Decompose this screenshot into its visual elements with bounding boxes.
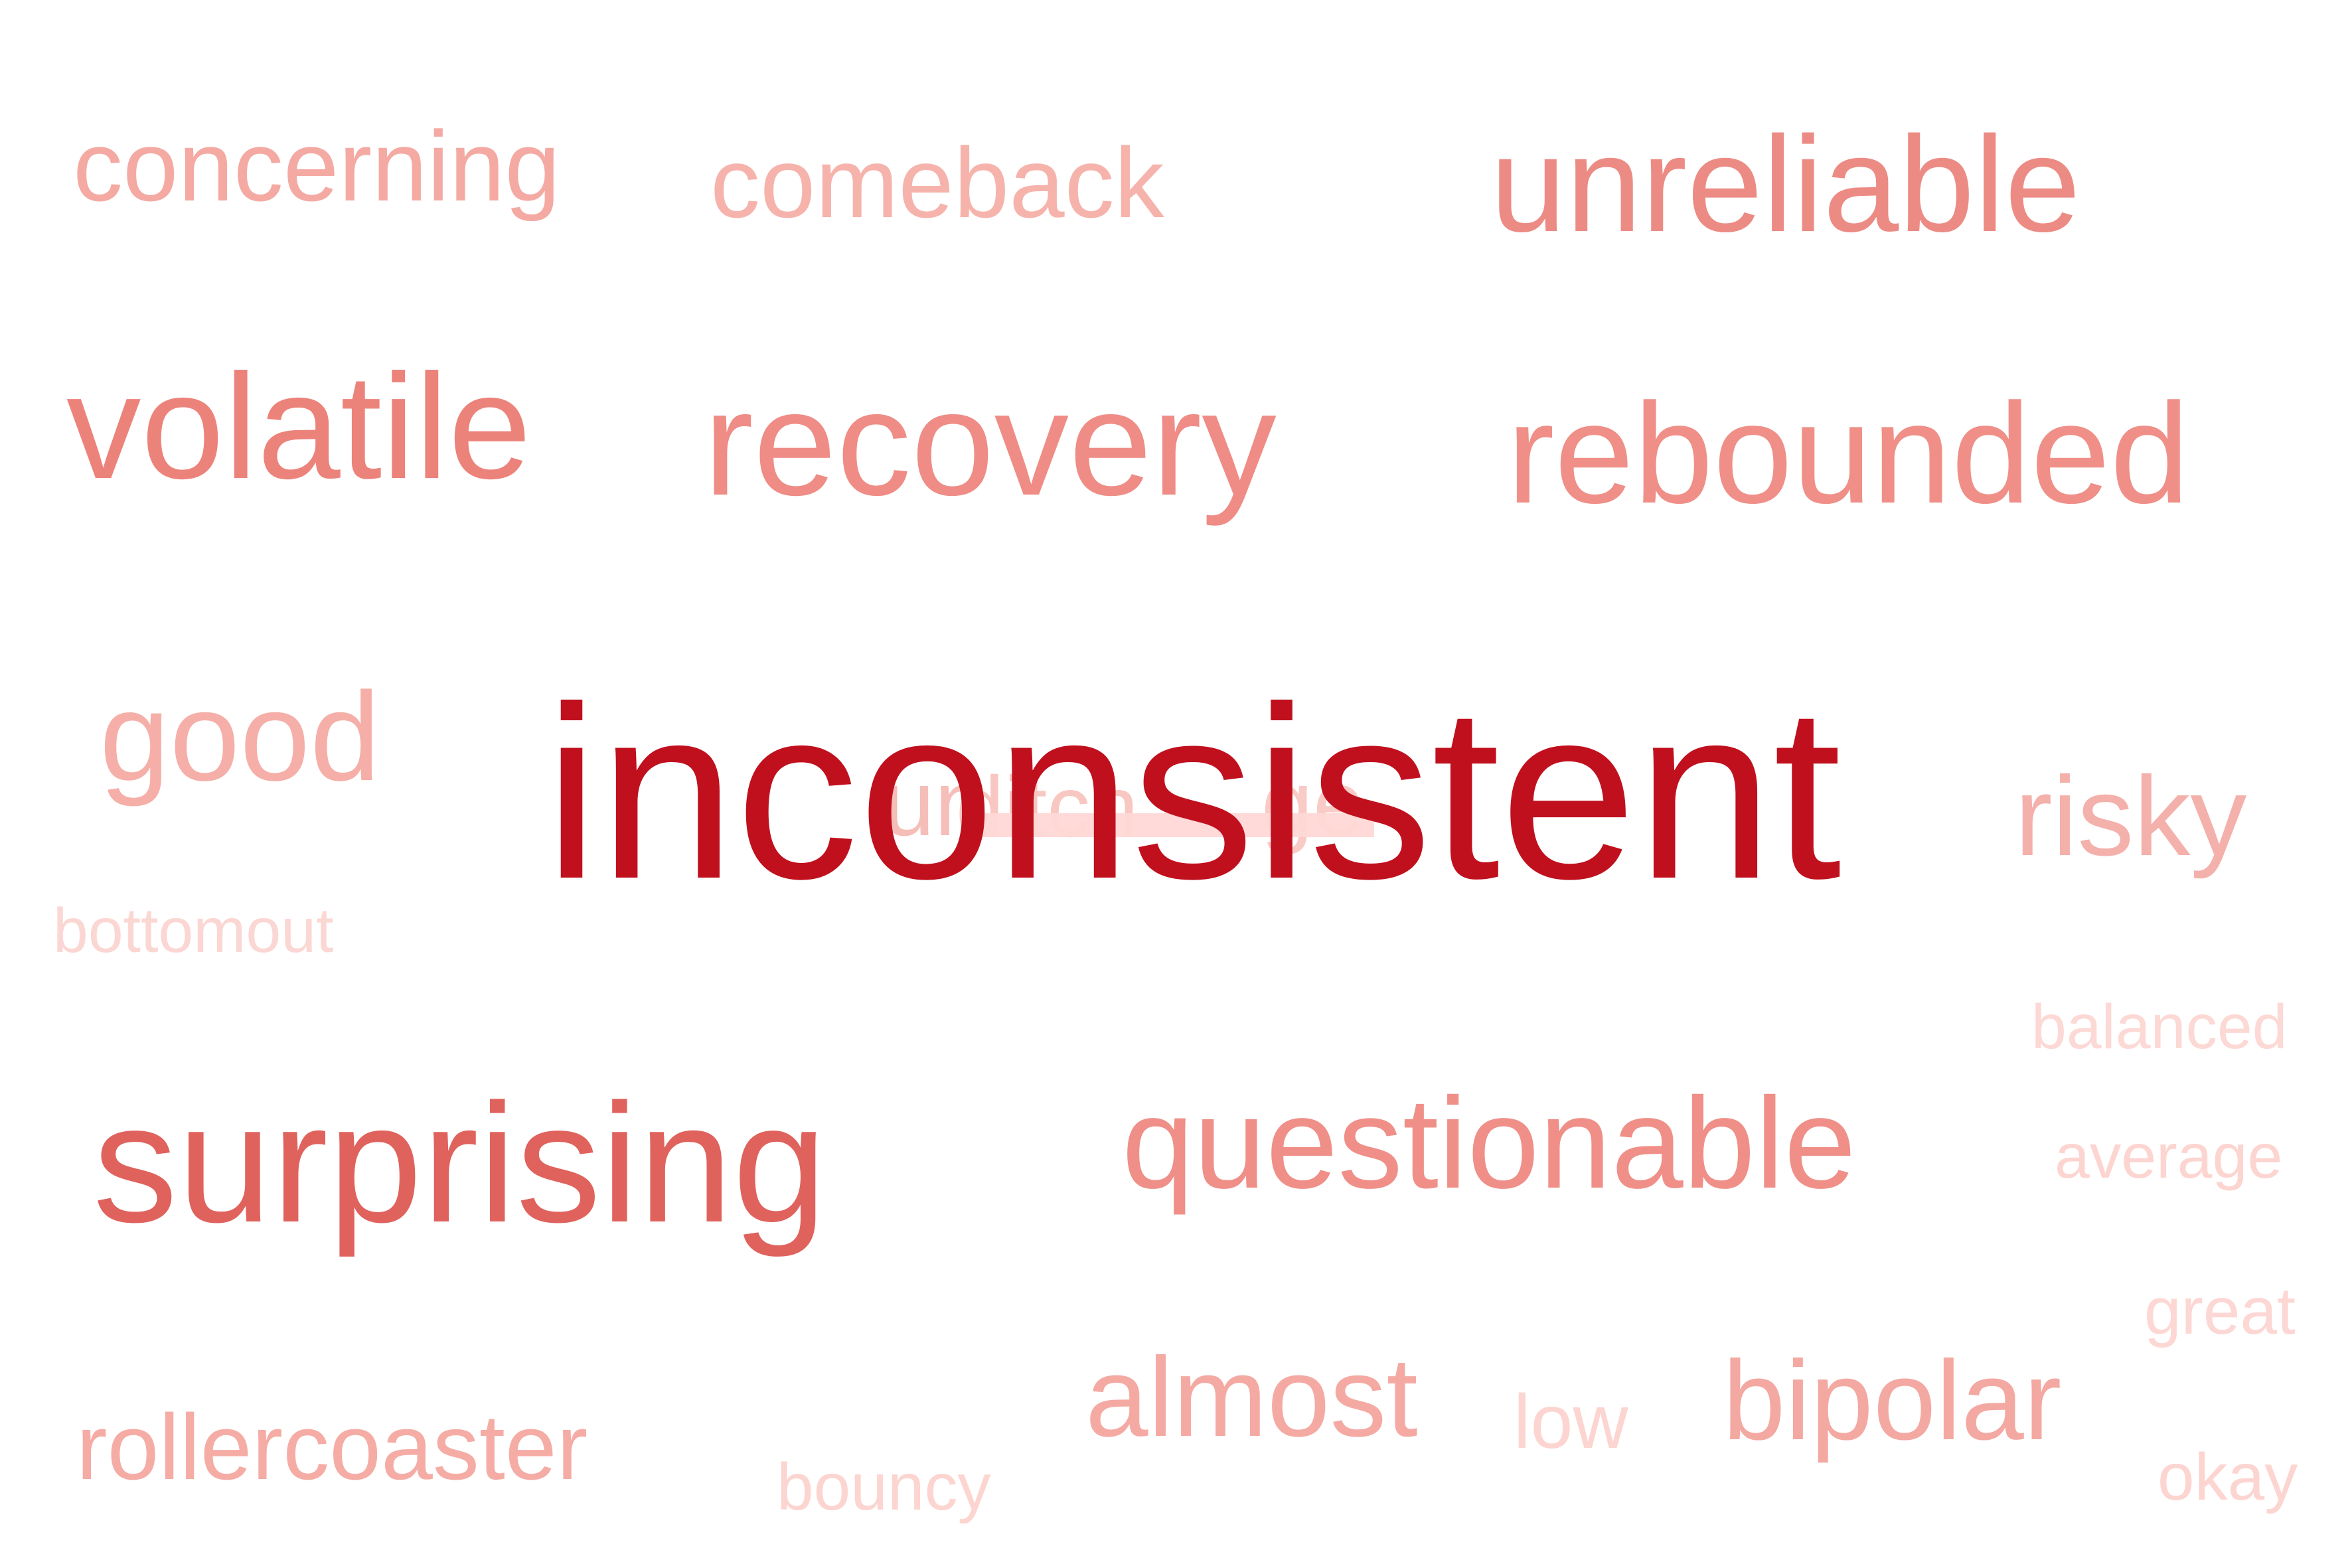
word-bottomout: bottomout [53, 896, 334, 966]
word-risky: risky [2015, 753, 2247, 880]
word-bouncy: bouncy [777, 1450, 991, 1524]
word-average: average [2055, 1121, 2283, 1192]
word-surprising: surprising [93, 1069, 827, 1258]
word-inconsistent: inconsistent [544, 656, 1842, 930]
word-great: great [2144, 1274, 2296, 1348]
word-bipolar: bipolar [1723, 1338, 2062, 1464]
word-comeback: comeback [710, 127, 1164, 238]
word-volatile: volatile [66, 343, 532, 510]
word-questionable: questionable [1122, 1071, 1856, 1215]
word-unreliable: unreliable [1490, 108, 2080, 260]
word-concerning: concerning [73, 110, 560, 222]
word-okay: okay [2157, 1440, 2298, 1514]
word-almost: almost [1085, 1334, 1418, 1460]
word-recovery: recovery [704, 359, 1277, 526]
word-rollercoaster: rollercoaster [76, 1395, 588, 1499]
word-rebounded: rebounded [1507, 373, 2190, 533]
overlapping-word-blur: ▬▬▬▬▬ [976, 765, 1374, 854]
overlapping-word-blur: un [883, 751, 986, 855]
word-balanced: balanced [2031, 992, 2288, 1062]
word-low: low [1514, 1379, 1628, 1464]
word-good: good [100, 666, 380, 807]
overlapping-word-blur: ge [1261, 751, 1365, 855]
overlapping-word-blur: ditch [956, 758, 1138, 855]
